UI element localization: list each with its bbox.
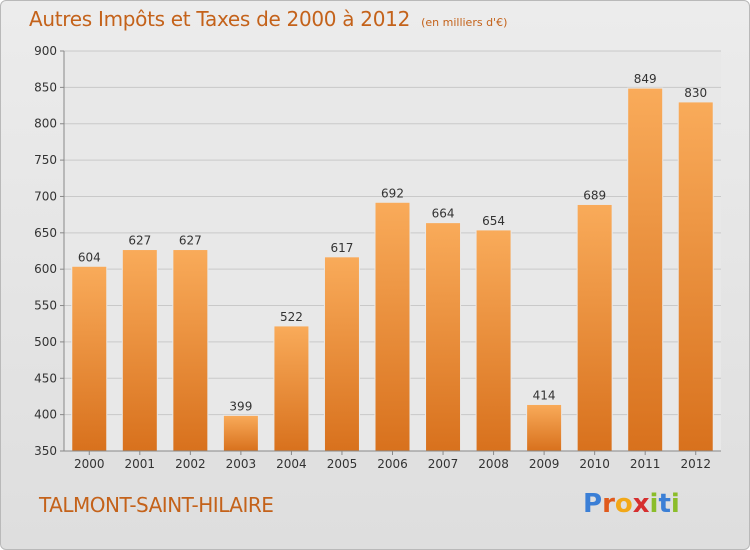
bars: 604 627 627 399 522 617 692 664 654 414 689 849 830 <box>71 72 714 452</box>
bar-value-label: 617 <box>331 241 354 255</box>
y-tick-label: 450 <box>34 371 57 385</box>
title-row: Autres Impôts et Taxes de 2000 à 2012 (e… <box>29 7 507 31</box>
x-tick-label: 2011 <box>630 457 661 471</box>
bar-2011 <box>627 87 664 452</box>
bar-2006 <box>374 201 411 452</box>
bar-value-label: 604 <box>78 250 101 264</box>
bar-2008 <box>475 229 512 452</box>
bar-value-label: 664 <box>432 207 455 221</box>
y-tick-label: 350 <box>34 444 57 458</box>
bar-2009 <box>526 403 563 452</box>
x-tick-label: 2008 <box>478 457 509 471</box>
x-tick-label: 2009 <box>529 457 560 471</box>
logo-letter: x <box>632 489 650 519</box>
bar-2010 <box>576 203 613 452</box>
x-tick-label: 2010 <box>579 457 610 471</box>
bar-2002 <box>172 249 209 452</box>
logo-letter: i <box>670 489 680 519</box>
y-tick-label: 800 <box>34 117 57 131</box>
bar-value-label: 627 <box>179 234 202 248</box>
x-tick-label: 2001 <box>125 457 156 471</box>
x-tick-label: 2002 <box>175 457 206 471</box>
x-tick-label: 2004 <box>276 457 307 471</box>
bar-value-label: 414 <box>533 388 556 402</box>
axes: 350 400 450 500 550 600 650 700 750 800 850 900 2000… <box>34 44 721 471</box>
y-tick-label: 400 <box>34 408 57 422</box>
chart-title: Autres Impôts et Taxes de 2000 à 2012 <box>29 7 410 31</box>
bar-value-label: 830 <box>684 86 707 100</box>
x-tick-label: 2003 <box>226 457 257 471</box>
bar-2000 <box>71 265 108 452</box>
bar-2012 <box>677 101 714 452</box>
logo-letter: t <box>658 489 671 519</box>
y-tick-label: 850 <box>34 80 57 94</box>
logo-letter: i <box>649 489 659 519</box>
x-tick-label: 2006 <box>377 457 408 471</box>
chart-subtitle: (en milliers d'€) <box>421 16 508 29</box>
bar-2007 <box>425 222 462 452</box>
y-tick-label: 550 <box>34 299 57 313</box>
y-tick-label: 900 <box>34 44 57 58</box>
y-tick-label: 600 <box>34 262 57 276</box>
bar-2005 <box>323 256 360 452</box>
y-tick-label: 700 <box>34 189 57 203</box>
bar-value-label: 627 <box>128 234 151 248</box>
bar-value-label: 692 <box>381 186 404 200</box>
x-tick-label: 2007 <box>428 457 459 471</box>
logo-letter: o <box>614 489 633 519</box>
proxiti-logo: Proxiti <box>583 489 680 519</box>
y-tick-label: 750 <box>34 153 57 167</box>
bar-value-label: 522 <box>280 310 303 324</box>
x-tick-label: 2000 <box>74 457 105 471</box>
x-tick-label: 2005 <box>327 457 358 471</box>
bar-2003 <box>222 414 259 452</box>
logo-letter: P <box>583 489 603 519</box>
commune-name: TALMONT-SAINT-HILAIRE <box>39 493 274 517</box>
x-tick-label: 2012 <box>680 457 711 471</box>
y-tick-label: 650 <box>34 226 57 240</box>
bar-value-label: 654 <box>482 214 505 228</box>
bar-2001 <box>121 249 158 452</box>
bar-value-label: 849 <box>634 72 657 86</box>
bar-2004 <box>273 325 310 452</box>
bar-value-label: 689 <box>583 188 606 202</box>
y-tick-label: 500 <box>34 335 57 349</box>
logo-letter: r <box>602 489 615 519</box>
bar-value-label: 399 <box>229 399 252 413</box>
